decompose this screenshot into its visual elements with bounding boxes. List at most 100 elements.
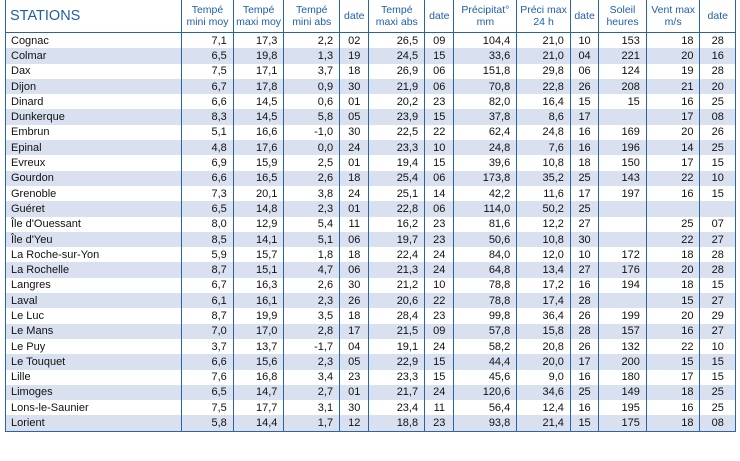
value-cell: 22,4 [368,247,426,263]
table-row: Le Puy 3,7 13,7 -1,7 04 19,1 24 58,2 20,8 26 132 22… [4,338,736,355]
station-name-cell: Lons-le-Saunier [4,400,183,416]
value-cell: 10 [699,170,736,186]
station-name-cell: Le Puy [4,338,183,355]
station-name-cell: Evreux [4,155,183,171]
value-cell: 06 [569,63,600,79]
value-cell: 3,1 [283,400,341,416]
value-cell: 14,5 [232,109,285,125]
column-header: date [699,0,736,33]
value-cell: 8,5 [181,231,234,248]
table-row: Lons-le-Saunier 7,5 17,7 3,1 30 23,4 11 56,4 12,… [4,400,736,416]
value-cell: 30 [569,231,600,248]
value-cell: 14,4 [232,415,285,432]
table-row: Epinal 4,8 17,6 0,0 24 23,3 10 24,8 7,6 16 196 14 25 [4,140,736,156]
value-cell: 16,1 [232,293,285,309]
value-cell: 21,0 [516,32,571,49]
value-cell: 24 [339,140,370,156]
value-cell: 45,6 [453,369,518,385]
value-cell: 11 [424,400,455,416]
value-cell: 06 [424,78,455,95]
value-cell: 15 [424,48,455,64]
value-cell: 28 [699,262,736,278]
value-cell: 36,4 [516,308,571,324]
station-name-cell: Limoges [4,384,183,401]
value-cell: 26 [339,293,370,309]
table-row: Île d'Yeu 8,5 14,1 5,1 06 19,7 23 50,6 10,8 30 22 2… [4,231,736,248]
value-cell: 20,8 [516,338,571,355]
value-cell: 04 [569,48,600,64]
value-cell: 16 [569,277,600,294]
value-cell: 6,6 [181,354,234,370]
value-cell: 15,8 [516,323,571,339]
value-cell: 23 [424,308,455,324]
value-cell: 2,8 [283,323,341,339]
value-cell: 16 [569,140,600,156]
table-row: Dijon 6,7 17,8 0,9 30 21,9 06 70,8 22,8 26 208 21 20 [4,78,736,95]
value-cell: 24 [339,185,370,202]
station-name-cell: Lille [4,369,183,385]
table-row: Langres 6,7 16,3 2,6 30 21,2 10 78,8 17,2 16 194 18… [4,277,736,294]
value-cell: 6,9 [181,155,234,171]
climate-stations-table: STATIONS Tempé mini moy Tempé maxi moy Temp… [4,0,736,432]
value-cell: 5,8 [283,109,341,125]
value-cell: 221 [598,48,647,64]
value-cell: 42,2 [453,185,518,202]
value-cell: 3,7 [283,63,341,79]
station-name-cell: Epinal [4,140,183,156]
value-cell: 16 [645,185,701,202]
value-cell: 18 [645,415,701,432]
station-name-cell: Cognac [4,32,183,49]
value-cell: 21,9 [368,78,426,95]
station-name-cell: La Rochelle [4,262,183,278]
value-cell: 18 [339,308,370,324]
value-cell: 6,6 [181,94,234,110]
value-cell: 24 [424,338,455,355]
value-cell: 23 [424,216,455,232]
value-cell: 15 [598,94,647,110]
value-cell: 17,2 [516,277,571,294]
value-cell: 14 [424,185,455,202]
table-row: Cognac 7,1 17,3 2,2 02 26,5 09 104,4 21,0 10 153 18… [4,32,736,49]
value-cell: 25 [569,384,600,401]
table-row: Lorient 5,8 14,4 1,7 12 18,8 23 93,8 21,4 15 175 18… [4,415,736,432]
value-cell: 15 [424,354,455,370]
value-cell: 25,4 [368,170,426,186]
station-name-cell: La Roche-sur-Yon [4,247,183,263]
value-cell: 37,8 [453,109,518,125]
value-cell: 194 [598,277,647,294]
value-cell: 24,8 [516,124,571,141]
column-header: Soleil heures [598,0,647,33]
value-cell: 19,1 [368,338,426,355]
value-cell: 7,5 [181,63,234,79]
value-cell: 11 [339,216,370,232]
value-cell: 8,0 [181,216,234,232]
value-cell: 8,3 [181,109,234,125]
value-cell: 173,8 [453,170,518,186]
value-cell: 15 [699,354,736,370]
value-cell: 124 [598,63,647,79]
value-cell: 16,2 [368,216,426,232]
value-cell: 12,9 [232,216,285,232]
value-cell: 4,7 [283,262,341,278]
value-cell: 84,0 [453,247,518,263]
value-cell: 20 [645,124,701,141]
value-cell: 81,6 [453,216,518,232]
value-cell: 29,8 [516,63,571,79]
value-cell: 34,6 [516,384,571,401]
column-header: Tempé maxi abs [368,0,426,33]
value-cell: 5,1 [181,124,234,141]
station-name-cell: Dijon [4,78,183,95]
value-cell: 20,0 [516,354,571,370]
value-cell: 7,0 [181,323,234,339]
value-cell: 22,8 [516,78,571,95]
value-cell: 22 [645,231,701,248]
column-header: Tempé maxi moy [232,0,285,33]
value-cell: 57,8 [453,323,518,339]
value-cell: 22,9 [368,354,426,370]
value-cell: 5,1 [283,231,341,248]
value-cell: 4,8 [181,140,234,156]
value-cell: 5,9 [181,247,234,263]
value-cell: 09 [424,32,455,49]
table-body: Cognac 7,1 17,3 2,2 02 26,5 09 104,4 21,0 10 153 18… [4,32,736,432]
value-cell: 14,8 [232,201,285,217]
